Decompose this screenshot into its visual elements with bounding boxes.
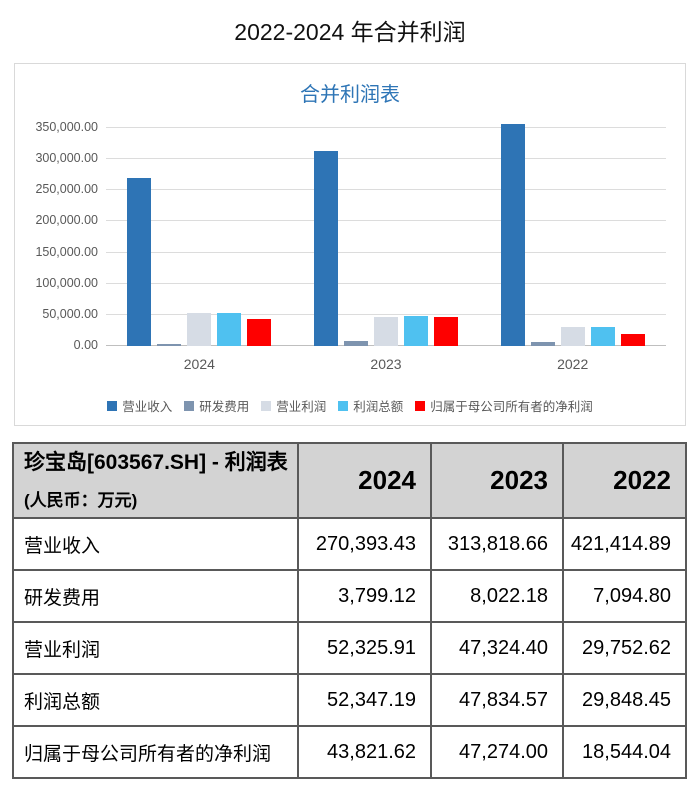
plot-area — [106, 124, 666, 346]
bar-group-2024 — [106, 124, 293, 346]
row-value: 18,544.04 — [562, 725, 687, 779]
row-value: 421,414.89 — [562, 517, 687, 571]
row-label: 营业收入 — [12, 517, 299, 571]
y-tick-label: 50,000.00 — [42, 306, 98, 321]
table-row: 利润总额 52,347.19 47,834.57 29,848.45 — [12, 673, 687, 727]
x-tick-label-2024: 2024 — [183, 356, 215, 372]
legend-item-rd-expense: 研发费用 — [184, 396, 249, 415]
table-row: 营业利润 52,325.91 47,324.40 29,752.62 — [12, 621, 687, 675]
legend-item-operating-profit: 营业利润 — [261, 396, 326, 415]
legend-item-operating-revenue: 营业收入 — [107, 396, 172, 415]
table-row: 归属于母公司所有者的净利润 43,821.62 47,274.00 18,544.04 — [12, 725, 687, 779]
bar-net-profit-parent-2022 — [620, 334, 645, 346]
legend-swatch-rd-expense — [184, 400, 195, 411]
bar-net-profit-parent-2024 — [247, 318, 272, 346]
bar-group-2023 — [293, 124, 480, 346]
y-tick-label: 100,000.00 — [35, 275, 98, 290]
row-value: 43,821.62 — [297, 725, 432, 779]
bar-groups — [106, 124, 666, 346]
table-row: 研发费用 3,799.12 8,022.18 7,094.80 — [12, 569, 687, 623]
bar-rd-expense-2022 — [530, 341, 555, 346]
chart-legend: 营业收入 研发费用 营业利润 利润总额 归属于母公司所有者的净利润 — [15, 396, 685, 415]
column-header-2024: 2024 — [297, 442, 432, 519]
gridline-50000 — [106, 313, 666, 315]
bar-total-profit-2024 — [217, 313, 242, 346]
legend-swatch-net-profit-parent — [415, 400, 426, 411]
row-value: 29,848.45 — [562, 673, 687, 727]
column-header-2022: 2022 — [562, 442, 687, 519]
legend-label-net-profit-parent: 归属于母公司所有者的净利润 — [430, 400, 593, 414]
legend-swatch-operating-profit — [261, 400, 272, 411]
row-label: 归属于母公司所有者的净利润 — [12, 725, 299, 779]
bar-total-profit-2022 — [590, 327, 615, 346]
row-value: 313,818.66 — [430, 517, 564, 571]
gridline-300000 — [106, 158, 666, 160]
row-label: 利润总额 — [12, 673, 299, 727]
row-label: 研发费用 — [12, 569, 299, 623]
y-tick-label: 150,000.00 — [35, 244, 98, 259]
gridline-200000 — [106, 220, 666, 222]
page-title: 2022-2024 年合并利润 — [234, 19, 466, 45]
row-value: 8,022.18 — [430, 569, 564, 623]
bar-operating-profit-2024 — [187, 313, 212, 346]
bar-net-profit-parent-2023 — [434, 316, 458, 346]
bar-operating-profit-2022 — [560, 327, 585, 346]
table-unit-note: (人民币：万元) — [24, 491, 138, 510]
column-header-2023: 2023 — [430, 442, 564, 519]
y-tick-label: 250,000.00 — [35, 182, 98, 197]
row-value: 47,274.00 — [430, 725, 564, 779]
gridline-150000 — [106, 251, 666, 253]
y-tick-label: 0.00 — [73, 338, 98, 352]
table-title-cell: 珍宝岛[603567.SH] - 利润表 (人民币：万元) — [12, 442, 299, 519]
legend-label-operating-profit: 营业利润 — [276, 400, 327, 414]
table-header-row: 珍宝岛[603567.SH] - 利润表 (人民币：万元) 2024 2023 … — [12, 442, 687, 519]
row-value: 47,324.40 — [430, 621, 564, 675]
bar-operating-revenue-2024 — [127, 177, 152, 346]
row-value: 3,799.12 — [297, 569, 432, 623]
y-tick-label: 350,000.00 — [35, 120, 98, 134]
profit-chart-card: 合并利润表 0.00 50,000.00 100,000.00 150,000.00 2… — [14, 63, 686, 426]
x-tick-label-2023: 2023 — [370, 356, 402, 372]
chart-title: 合并利润表 — [300, 84, 400, 106]
y-axis-tick-labels: 0.00 50,000.00 100,000.00 150,000.00 200,000… — [21, 120, 98, 352]
profit-table: 珍宝岛[603567.SH] - 利润表 (人民币：万元) 2024 2023 … — [12, 442, 687, 779]
legend-swatch-total-profit — [338, 400, 349, 411]
bar-operating-revenue-2023 — [314, 150, 338, 346]
x-axis-tick-labels: 2024 2023 2022 — [106, 356, 666, 372]
legend-label-operating-revenue: 营业收入 — [122, 400, 173, 414]
gridline-250000 — [106, 189, 666, 191]
row-value: 7,094.80 — [562, 569, 687, 623]
row-value: 52,347.19 — [297, 673, 432, 727]
bar-operating-revenue-2022 — [500, 124, 525, 346]
bar-rd-expense-2024 — [157, 343, 182, 346]
row-value: 29,752.62 — [562, 621, 687, 675]
row-label: 营业利润 — [12, 621, 299, 675]
y-tick-label: 300,000.00 — [35, 151, 98, 166]
bar-rd-expense-2023 — [344, 341, 368, 346]
x-tick-label-2022: 2022 — [557, 356, 589, 372]
bar-group-2022 — [479, 124, 666, 346]
gridline-350000 — [106, 127, 666, 128]
gridline-100000 — [106, 282, 666, 284]
table-title: 珍宝岛[603567.SH] - 利润表 — [24, 451, 288, 474]
bar-total-profit-2023 — [404, 316, 428, 346]
legend-item-net-profit-parent: 归属于母公司所有者的净利润 — [415, 396, 593, 415]
table-row: 营业收入 270,393.43 313,818.66 421,414.89 — [12, 517, 687, 571]
legend-swatch-operating-revenue — [107, 400, 118, 411]
table-body: 营业收入 270,393.43 313,818.66 421,414.89 研发费用 3,… — [12, 517, 687, 779]
legend-label-rd-expense: 研发费用 — [199, 400, 250, 414]
row-value: 52,325.91 — [297, 621, 432, 675]
bar-operating-profit-2023 — [374, 316, 398, 346]
row-value: 270,393.43 — [297, 517, 432, 571]
y-tick-label: 200,000.00 — [35, 213, 98, 228]
row-value: 47,834.57 — [430, 673, 564, 727]
legend-item-total-profit: 利润总额 — [338, 396, 403, 415]
legend-label-total-profit: 利润总额 — [353, 400, 404, 414]
